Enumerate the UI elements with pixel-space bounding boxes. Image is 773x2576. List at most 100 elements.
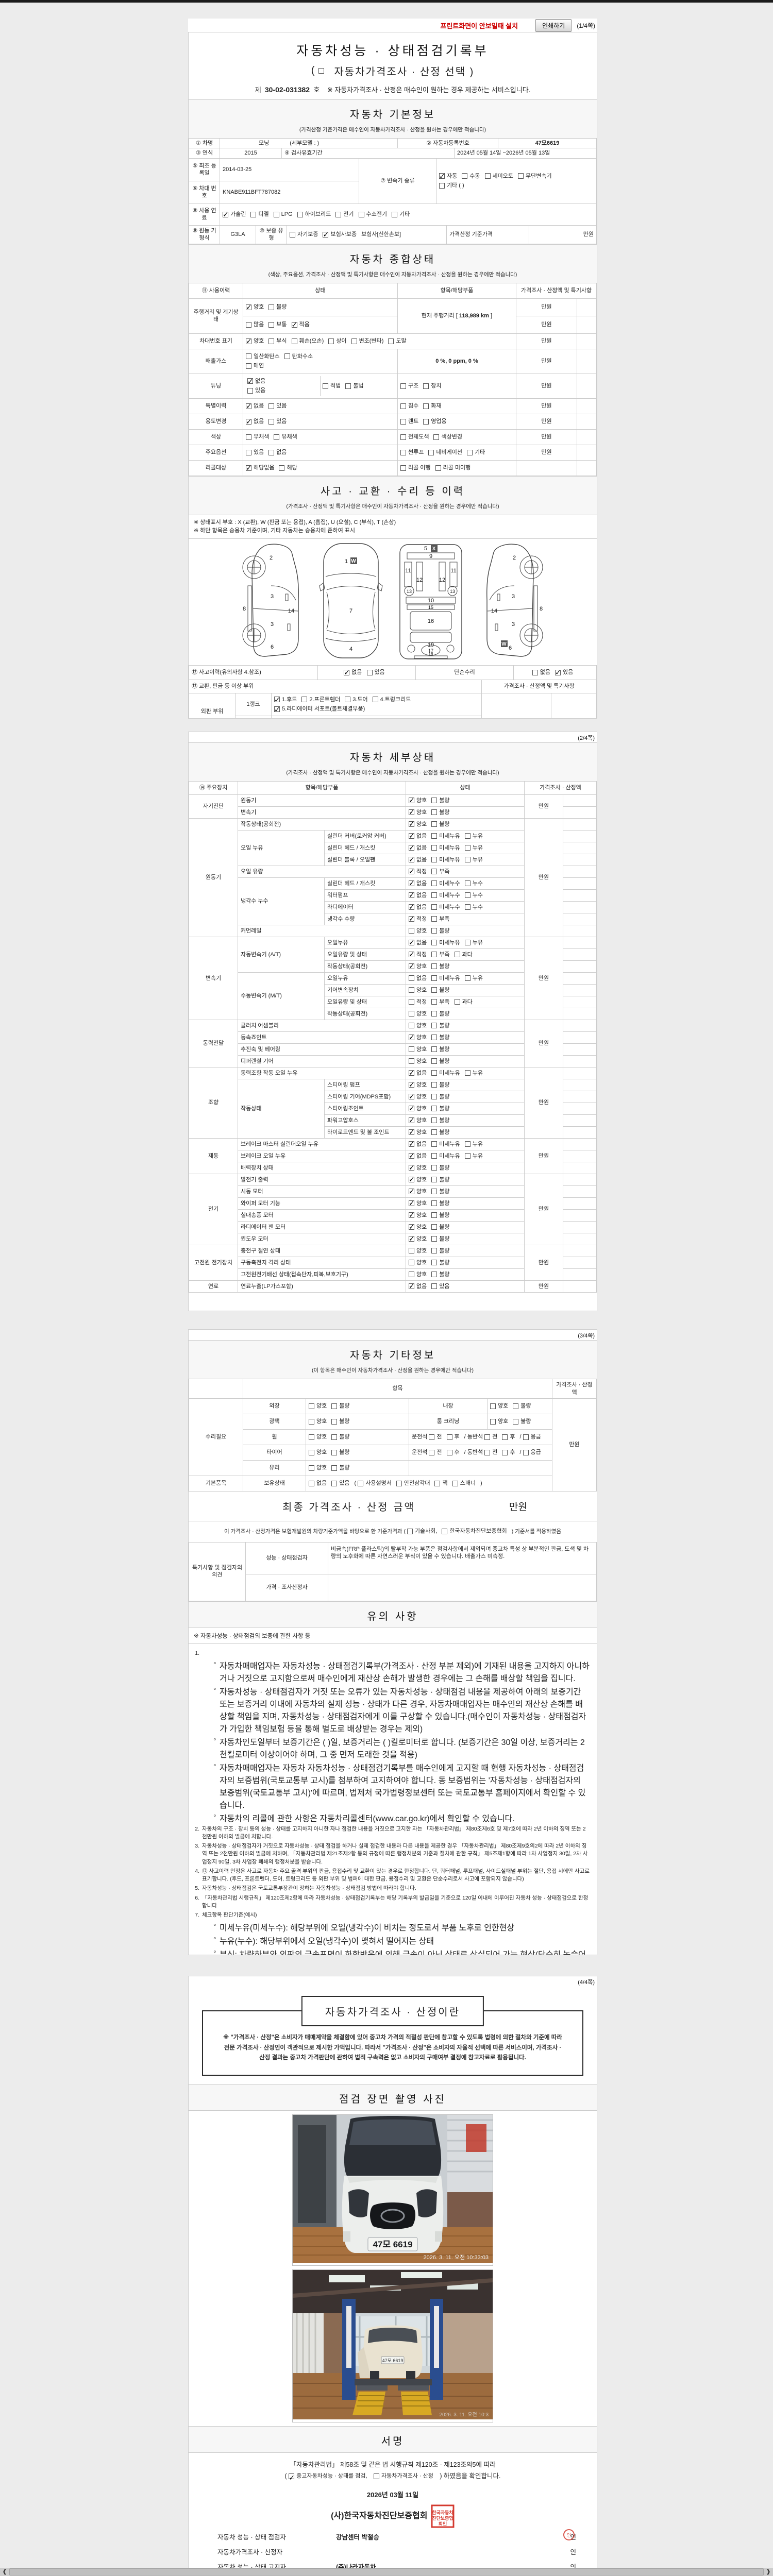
checkbox-장치[interactable]: 장치 — [423, 382, 442, 389]
checkbox-양호[interactable]: 양호 — [409, 1104, 427, 1113]
checkbox-미세누유[interactable]: 미세누유 — [431, 975, 460, 982]
checkbox-누수[interactable]: 누수 — [464, 892, 483, 899]
checkbox-구조[interactable]: 구조 — [400, 382, 418, 389]
checkbox-무채색[interactable]: 무채색 — [246, 433, 269, 440]
checkbox-양호[interactable]: 양호 — [409, 1187, 427, 1196]
checkbox-5.라디에이터 서포트(볼트체결부품)[interactable]: 5.라디에이터 서포트(볼트체결부품) — [274, 704, 365, 715]
checkbox-없음[interactable]: 없음 — [246, 417, 264, 426]
checkbox-있음[interactable]: 있음 — [246, 449, 264, 456]
checkbox-있음[interactable]: 있음 — [247, 386, 265, 395]
checkbox-불량[interactable]: 불량 — [431, 1117, 450, 1124]
checkbox-누유[interactable]: 누유 — [464, 1141, 483, 1148]
checkbox-양호[interactable]: 양호 — [409, 1046, 427, 1053]
checkbox-매연[interactable]: 매연 — [246, 362, 264, 370]
checkbox-전[interactable]: 전 — [429, 1433, 442, 1440]
checkbox-양호[interactable]: 양호 — [409, 1198, 427, 1208]
checkbox-누수[interactable]: 누수 — [464, 880, 483, 887]
checkbox-후[interactable]: 후 — [502, 1433, 515, 1440]
checkbox-적정[interactable]: 적정 — [409, 867, 427, 876]
checkbox-불량[interactable]: 불량 — [331, 1402, 350, 1410]
checkbox-부족[interactable]: 부족 — [431, 998, 450, 1006]
checkbox-하이브리드[interactable]: 하이브리드 — [297, 211, 331, 218]
checkbox-사용설명서[interactable]: 사용설명서 — [358, 1480, 392, 1487]
checkbox-없음[interactable]: 없음 — [409, 843, 427, 853]
checkbox-양호[interactable]: 양호 — [409, 1234, 427, 1244]
checkbox-불량[interactable]: 불량 — [431, 1224, 450, 1231]
checkbox-스패너[interactable]: 스패너 — [452, 1480, 476, 1487]
checkbox-없음[interactable]: 없음 — [409, 902, 427, 912]
checkbox-전[interactable]: 전 — [484, 1449, 497, 1456]
checkbox-미세누유[interactable]: 미세누유 — [431, 1141, 460, 1148]
checkbox-없음[interactable]: 없음 — [409, 831, 427, 841]
checkbox-양호[interactable]: 양호 — [409, 807, 427, 817]
checkbox-불량[interactable]: 불량 — [431, 1105, 450, 1112]
checkbox-없음[interactable]: 없음 — [409, 1151, 427, 1161]
checkbox-불량[interactable]: 불량 — [431, 1093, 450, 1100]
checkbox-무단변속기[interactable]: 무단변속기 — [517, 172, 552, 181]
checkbox-잭[interactable]: 잭 — [434, 1480, 448, 1487]
checkbox-색상변경[interactable]: 색상변경 — [433, 433, 462, 440]
scroll-right-arrow[interactable]: ❱ — [766, 2569, 771, 2575]
checkbox-누유[interactable]: 누유 — [464, 1070, 483, 1077]
checkbox-불법[interactable]: 불법 — [345, 382, 364, 389]
checkbox-누유[interactable]: 누유 — [464, 833, 483, 840]
checkbox-불량[interactable]: 불량 — [431, 963, 450, 970]
checkbox-리콜 미이행[interactable]: 리콜 미이행 — [435, 464, 470, 471]
checkbox-전[interactable]: 전 — [429, 1449, 442, 1456]
checkbox-없음[interactable]: 없음 — [409, 1068, 427, 1078]
checkbox-양호[interactable]: 양호 — [409, 1115, 427, 1125]
checkbox-기타[interactable]: 기타 — [466, 449, 485, 456]
checkbox-자동차가격조사 · 산정[interactable]: 자동차가격조사 · 산정 — [374, 2471, 433, 2482]
checkbox-중고자동차성능 · 상태를 점검,[interactable]: 중고자동차성능 · 상태를 점검, — [289, 2471, 367, 2485]
checkbox-기타[interactable]: 기타 — [391, 211, 410, 218]
checkbox-화재[interactable]: 화재 — [423, 402, 442, 410]
checkbox-부족[interactable]: 부족 — [431, 868, 450, 875]
checkbox-부식[interactable]: 부식 — [268, 337, 287, 345]
checkbox-불량[interactable]: 불량 — [431, 1212, 450, 1219]
checkbox-수소전기[interactable]: 수소전기 — [358, 211, 387, 218]
checkbox-많음[interactable]: 많음 — [246, 321, 264, 328]
checkbox-리콜 이행[interactable]: 리콜 이행 — [400, 464, 431, 471]
checkbox-불량[interactable]: 불량 — [431, 1164, 450, 1172]
checkbox-양호[interactable]: 양호 — [409, 1058, 427, 1065]
checkbox-불량[interactable]: 불량 — [431, 1188, 450, 1195]
checkbox-안전삼각대[interactable]: 안전삼각대 — [396, 1480, 430, 1487]
checkbox-불량[interactable]: 불량 — [431, 1022, 450, 1029]
checkbox-불량[interactable]: 불량 — [331, 1418, 350, 1425]
checkbox-미세누유[interactable]: 미세누유 — [431, 833, 460, 840]
checkbox-있음[interactable]: 있음 — [431, 1283, 450, 1290]
checkbox-미세누수[interactable]: 미세누수 — [431, 904, 460, 911]
checkbox-자기보증[interactable]: 자기보증 — [290, 231, 318, 238]
checkbox-상이[interactable]: 상이 — [328, 337, 347, 345]
checkbox-불량[interactable]: 불량 — [268, 303, 287, 311]
checkbox-LPG[interactable]: LPG — [273, 211, 293, 218]
checkbox-불량[interactable]: 불량 — [431, 1081, 450, 1089]
checkbox-불량[interactable]: 불량 — [513, 1418, 531, 1425]
checkbox-디젤[interactable]: 디젤 — [250, 211, 269, 218]
checkbox-미세누유[interactable]: 미세누유 — [431, 856, 460, 863]
checkbox-해당[interactable]: 해당 — [279, 464, 297, 471]
checkbox-미세누유[interactable]: 미세누유 — [431, 1070, 460, 1077]
checkbox-누수[interactable]: 누수 — [464, 904, 483, 911]
checkbox-훼손(오손)[interactable]: 훼손(오손) — [291, 337, 324, 345]
checkbox-양호[interactable]: 양호 — [409, 1271, 427, 1278]
checkbox-불량[interactable]: 불량 — [431, 1259, 450, 1266]
checkbox-불량[interactable]: 불량 — [431, 1010, 450, 1018]
checkbox-적정[interactable]: 적정 — [409, 998, 427, 1006]
checkbox-탄화수소[interactable]: 탄화수소 — [284, 352, 313, 361]
checkbox-불량[interactable]: 불량 — [331, 1464, 350, 1471]
checkbox-없음[interactable]: 없음 — [409, 878, 427, 888]
checkbox-불량[interactable]: 불량 — [431, 821, 450, 828]
checkbox-네비게이션[interactable]: 네비게이션 — [428, 449, 462, 456]
checkbox-수동[interactable]: 수동 — [462, 172, 480, 181]
checkbox-양호[interactable]: 양호 — [309, 1464, 327, 1471]
checkbox-있음[interactable]: 있음 — [268, 418, 287, 425]
checkbox-일산화탄소[interactable]: 일산화탄소 — [246, 352, 280, 361]
checkbox-양호[interactable]: 양호 — [246, 302, 264, 312]
checkbox-과다[interactable]: 과다 — [454, 951, 473, 958]
checkbox-양호[interactable]: 양호 — [409, 1175, 427, 1184]
checkbox-침수[interactable]: 침수 — [400, 402, 418, 410]
checkbox-적음[interactable]: 적음 — [291, 320, 310, 329]
checkbox-양호[interactable]: 양호 — [409, 1259, 427, 1266]
checkbox-기술사회,[interactable]: 기술사회, — [407, 1527, 437, 1536]
